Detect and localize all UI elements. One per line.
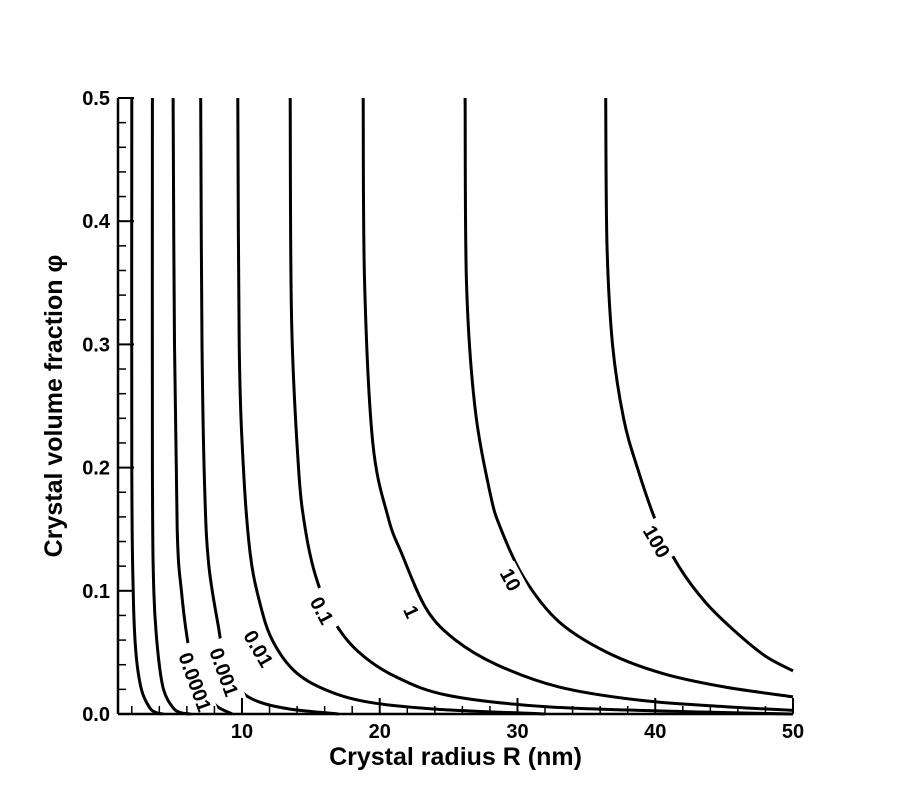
y-tick-label: 0.0 [82, 704, 110, 726]
x-tick-label: 50 [782, 721, 804, 743]
x-tick-label: 20 [369, 721, 391, 743]
x-tick-label: 10 [231, 721, 253, 743]
contour-line-6 [361, 97, 794, 712]
contour-line-3 [199, 97, 339, 716]
y-tick-label: 0.5 [82, 88, 110, 110]
y-tick-label: 0.1 [82, 581, 110, 603]
axis-ticks: 10 20 30 40 50 0.0 0.1 0.2 0.3 0.4 0.5 [82, 88, 804, 743]
contour-label-halo [234, 619, 283, 679]
contour-line-5 [288, 97, 794, 716]
axes-frame [116, 98, 793, 716]
y-tick-label: 0.2 [82, 458, 110, 480]
contour-label-group-2: 0.01 [234, 619, 283, 679]
contour-label-halo [201, 636, 247, 708]
contour-line-7 [463, 97, 794, 699]
y-axis-label: Crystal volume fraction φ [40, 255, 68, 558]
contour-label-group-4: 1 [396, 598, 427, 625]
contour-label-halo [170, 641, 220, 723]
contour-label-halo [492, 560, 529, 599]
x-axis-label: Crystal radius R (nm) [329, 743, 582, 771]
x-tick-label: 40 [644, 721, 666, 743]
y-tick-label: 0.4 [82, 211, 111, 233]
contour-label-halo [396, 598, 427, 625]
contour-label-halo [301, 586, 343, 635]
contour-label-group-5: 10 [492, 560, 529, 599]
contour-line-0 [130, 97, 164, 716]
contour-label-halo [635, 517, 678, 566]
y-tick-label: 0.3 [82, 334, 110, 356]
contour-line-4 [236, 97, 546, 716]
x-tick-label: 30 [506, 721, 528, 743]
contour-label-group-6: 100 [635, 517, 678, 566]
contour-line-1 [150, 97, 192, 716]
contour-line-8 [604, 97, 794, 673]
contour-lines [130, 97, 794, 716]
